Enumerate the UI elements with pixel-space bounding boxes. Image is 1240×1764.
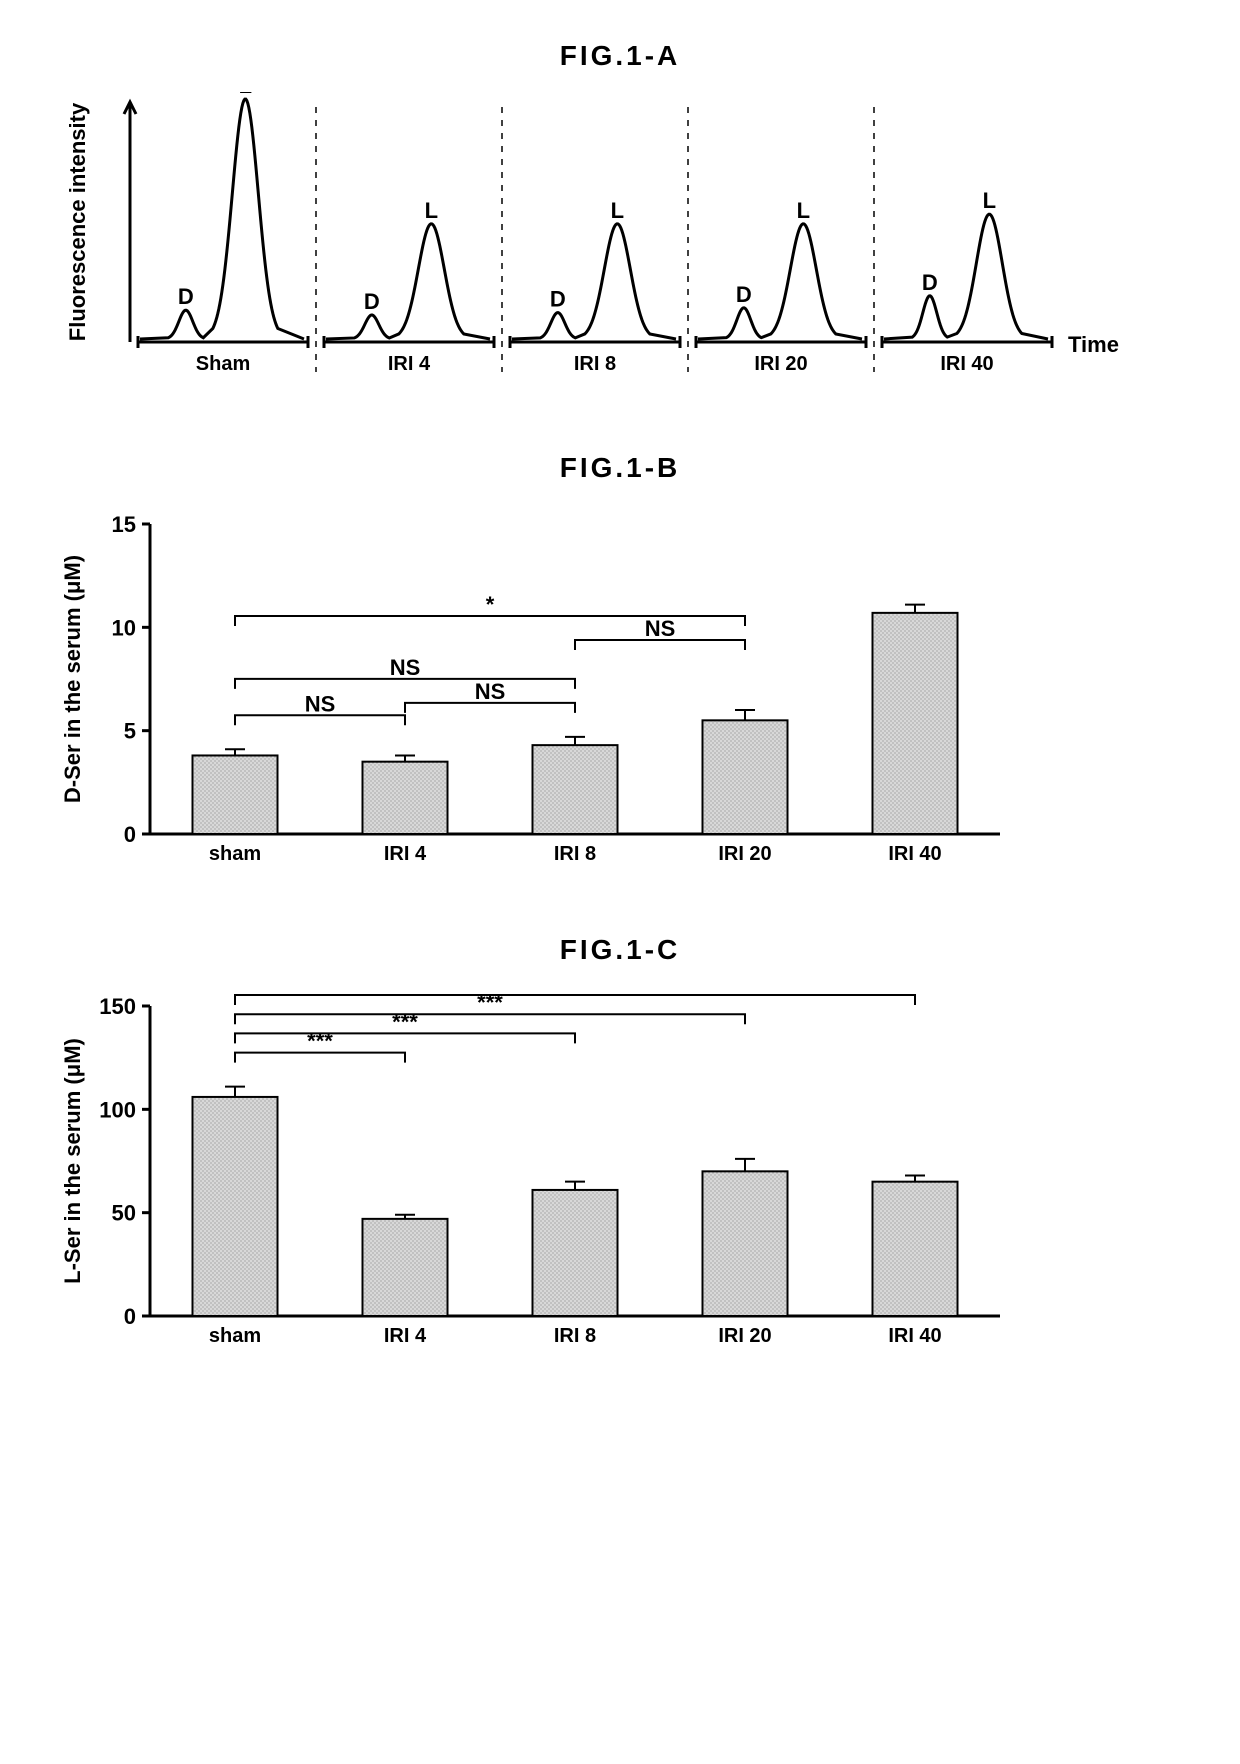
svg-text:IRI 40: IRI 40	[940, 353, 993, 375]
svg-text:sham: sham	[209, 1325, 261, 1347]
svg-text:L: L	[611, 198, 624, 223]
svg-text:***: ***	[562, 986, 588, 996]
svg-text:0: 0	[124, 1304, 136, 1329]
figure-c-chart: 0 50 100 150 L-Ser in the serum (μM) sham IRI …	[50, 986, 1190, 1366]
figure-b-title: FIG.1-B	[50, 452, 1190, 484]
svg-text:D: D	[922, 270, 938, 295]
svg-text:L-Ser in the serum (μM): L-Ser in the serum (μM)	[60, 1038, 85, 1284]
svg-text:0: 0	[124, 822, 136, 847]
svg-text:IRI 4: IRI 4	[384, 843, 427, 865]
svg-text:D: D	[736, 282, 752, 307]
svg-text:***: ***	[307, 1029, 333, 1054]
figure-a-title: FIG.1-A	[50, 40, 1190, 72]
svg-text:Time: Time	[1068, 332, 1119, 357]
svg-text:IRI 20: IRI 20	[718, 843, 771, 865]
svg-text:50: 50	[112, 1201, 136, 1226]
svg-text:L: L	[983, 188, 996, 213]
svg-text:IRI 8: IRI 8	[554, 1325, 596, 1347]
svg-text:D: D	[178, 284, 194, 309]
svg-text:L: L	[239, 92, 252, 98]
svg-text:L: L	[797, 198, 810, 223]
figure-a: FIG.1-A Fluorescence intensity D L Sham D L IR…	[50, 40, 1190, 402]
svg-text:IRI 8: IRI 8	[554, 843, 596, 865]
svg-text:D: D	[364, 289, 380, 314]
svg-text:IRI 4: IRI 4	[388, 353, 431, 375]
figure-b-chart: 0 5 10 15 D-Ser in the serum (μM) sham IRI 4 IR…	[50, 504, 1190, 884]
svg-text:5: 5	[124, 719, 136, 744]
figure-c-title: FIG.1-C	[50, 934, 1190, 966]
svg-text:IRI 40: IRI 40	[888, 843, 941, 865]
svg-text:150: 150	[99, 994, 136, 1019]
figure-b: FIG.1-B 0 5 10 15 D-Ser in the serum (μM) sha…	[50, 452, 1190, 884]
figure-c: FIG.1-C 0 50 100 150 L-Ser in the serum (μM)…	[50, 934, 1190, 1366]
svg-text:15: 15	[112, 512, 136, 537]
svg-text:IRI 20: IRI 20	[718, 1325, 771, 1347]
svg-text:NS: NS	[390, 655, 421, 680]
svg-text:IRI 40: IRI 40	[888, 1325, 941, 1347]
svg-text:10: 10	[112, 615, 136, 640]
svg-text:NS: NS	[645, 616, 676, 641]
svg-text:IRI 8: IRI 8	[574, 353, 616, 375]
svg-text:Fluorescence intensity: Fluorescence intensity	[65, 102, 90, 341]
svg-text:100: 100	[99, 1097, 136, 1122]
svg-text:IRI 4: IRI 4	[384, 1325, 427, 1347]
svg-text:NS: NS	[475, 679, 506, 704]
svg-text:NS: NS	[305, 691, 336, 716]
svg-text:D: D	[550, 287, 566, 312]
svg-text:Sham: Sham	[196, 353, 250, 375]
svg-text:***: ***	[477, 990, 503, 1015]
svg-text:D-Ser in the serum (μM): D-Ser in the serum (μM)	[60, 555, 85, 803]
svg-text:sham: sham	[209, 843, 261, 865]
svg-text:IRI 20: IRI 20	[754, 353, 807, 375]
svg-text:***: ***	[392, 1009, 418, 1034]
svg-text:*: *	[486, 592, 495, 617]
svg-text:L: L	[425, 198, 438, 223]
figure-a-chart: Fluorescence intensity D L Sham D L IRI 4 D L IRI…	[50, 92, 1190, 402]
